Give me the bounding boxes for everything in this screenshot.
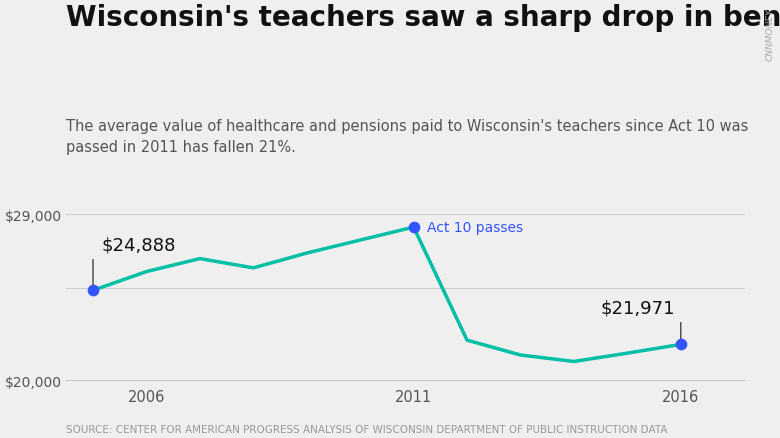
Text: SOURCE: CENTER FOR AMERICAN PROGRESS ANALYSIS OF WISCONSIN DEPARTMENT OF PUBLIC : SOURCE: CENTER FOR AMERICAN PROGRESS ANA… <box>66 424 668 434</box>
Text: CNNMONEY: CNNMONEY <box>765 9 775 61</box>
Point <box>87 287 99 294</box>
Text: The average value of healthcare and pensions paid to Wisconsin's teachers since : The average value of healthcare and pens… <box>66 118 749 154</box>
Text: $21,971: $21,971 <box>601 298 675 316</box>
Text: $24,888: $24,888 <box>101 236 176 254</box>
Point <box>675 341 687 348</box>
Text: Wisconsin's teachers saw a sharp drop in benefits: Wisconsin's teachers saw a sharp drop in… <box>66 4 780 32</box>
Text: Act 10 passes: Act 10 passes <box>427 221 523 235</box>
Point <box>407 224 420 231</box>
